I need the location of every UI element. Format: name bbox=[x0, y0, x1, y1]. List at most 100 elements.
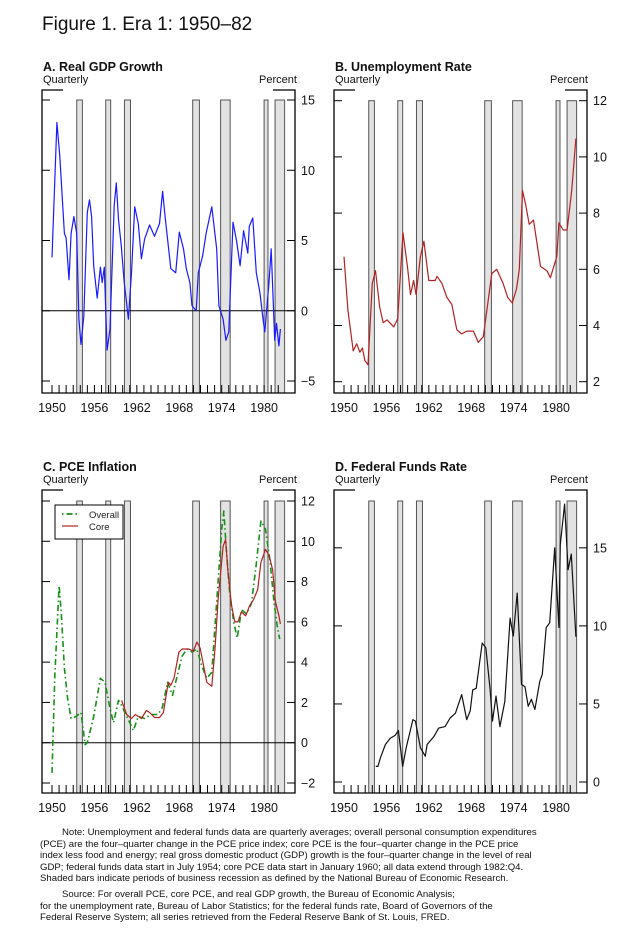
legend-label-overall: Overall bbox=[89, 510, 119, 521]
recession-bar bbox=[105, 500, 112, 794]
recession-bar bbox=[263, 99, 269, 394]
series-line-real-gdp-growth bbox=[51, 121, 281, 351]
x-tick-label: 1974 bbox=[208, 401, 236, 415]
x-tick-label: 1962 bbox=[415, 801, 443, 815]
x-tick-label: 1956 bbox=[373, 801, 401, 815]
y-tick-label: 0 bbox=[301, 736, 308, 750]
x-tick-label: 1950 bbox=[38, 801, 66, 815]
y-tick-label: 0 bbox=[593, 776, 600, 790]
y-tick-label: 8 bbox=[593, 207, 600, 221]
panel-c-frequency: Quarterly bbox=[43, 474, 89, 486]
recession-bar bbox=[274, 99, 286, 394]
recession-bar bbox=[76, 500, 83, 794]
y-tick-label: −5 bbox=[301, 375, 315, 389]
y-tick-label: 12 bbox=[301, 495, 315, 509]
recession-bar bbox=[555, 500, 561, 794]
y-tick-label: 15 bbox=[301, 94, 315, 108]
recession-bar bbox=[484, 100, 492, 394]
recession-bar bbox=[123, 500, 131, 794]
recession-bar bbox=[274, 500, 286, 794]
y-tick-label: 8 bbox=[301, 575, 308, 589]
panel-a-frame bbox=[41, 89, 296, 394]
y-tick-label: 10 bbox=[301, 164, 315, 178]
y-tick-label: 12 bbox=[593, 94, 607, 108]
recession-bar bbox=[566, 500, 578, 794]
y-tick-label: −2 bbox=[301, 777, 315, 791]
panel-a-frequency: Quarterly bbox=[43, 74, 89, 86]
legend-box bbox=[54, 504, 124, 540]
y-tick-label: 10 bbox=[301, 535, 315, 549]
panel-d-frame bbox=[333, 489, 588, 794]
y-tick-label: 4 bbox=[593, 319, 600, 333]
y-tick-label: 2 bbox=[593, 375, 600, 389]
note-text: Note: Unemployment and federal funds dat… bbox=[40, 827, 537, 924]
x-tick-label: 1974 bbox=[500, 401, 528, 415]
panel-c-title: C. PCE Inflation bbox=[43, 460, 137, 474]
series-line-federal-funds-rate bbox=[375, 503, 577, 767]
x-tick-label: 1974 bbox=[208, 801, 236, 815]
note-line: Shaded bars indicate periods of business… bbox=[40, 873, 509, 885]
y-tick-label: 10 bbox=[593, 619, 607, 633]
note-line: GDP; federal funds data start in July 19… bbox=[40, 861, 524, 873]
recession-bar bbox=[192, 500, 200, 794]
source-line: Source: For overall PCE, core PCE, and r… bbox=[62, 888, 455, 900]
y-tick-label: 4 bbox=[301, 656, 308, 670]
x-tick-label: 1980 bbox=[250, 401, 278, 415]
panel-d-unit: Percent bbox=[550, 474, 588, 486]
panel-c-unit: Percent bbox=[259, 474, 297, 486]
panel-b-frame bbox=[333, 89, 588, 394]
x-tick-label: 1968 bbox=[165, 401, 193, 415]
y-tick-label: 2 bbox=[301, 696, 308, 710]
source-line: for the unemployment rate, Bureau of Lab… bbox=[40, 900, 493, 912]
y-tick-label: 6 bbox=[301, 615, 308, 629]
x-tick-label: 1956 bbox=[373, 401, 401, 415]
x-tick-label: 1950 bbox=[330, 401, 358, 415]
recession-bar bbox=[368, 500, 375, 794]
panel-a-unit: Percent bbox=[259, 74, 297, 86]
x-tick-label: 1968 bbox=[165, 801, 193, 815]
panel-c-frame bbox=[41, 489, 296, 794]
note-line: index less food and energy; real gross d… bbox=[40, 850, 532, 862]
x-tick-label: 1968 bbox=[457, 401, 485, 415]
figure-title: Figure 1. Era 1: 1950–82 bbox=[42, 14, 253, 35]
recession-bar bbox=[220, 99, 231, 394]
panel-b-title: B. Unemployment Rate bbox=[335, 60, 472, 74]
x-tick-label: 1968 bbox=[457, 801, 485, 815]
y-tick-label: 15 bbox=[593, 541, 607, 555]
source-line: Federal Reserve System; all series retri… bbox=[40, 912, 450, 924]
x-tick-label: 1962 bbox=[123, 801, 151, 815]
panel-d-title: D. Federal Funds Rate bbox=[335, 460, 467, 474]
x-tick-label: 1956 bbox=[81, 401, 109, 415]
x-tick-label: 1962 bbox=[123, 401, 151, 415]
series-line-unemployment-rate bbox=[343, 138, 577, 366]
x-tick-label: 1980 bbox=[250, 801, 278, 815]
recession-bar bbox=[555, 100, 561, 394]
panel-d-frequency: Quarterly bbox=[335, 474, 381, 486]
recession-bar bbox=[368, 100, 375, 394]
series-line-overall bbox=[51, 510, 281, 773]
panel-b-frequency: Quarterly bbox=[335, 74, 381, 86]
note-line: Note: Unemployment and federal funds dat… bbox=[62, 827, 537, 838]
y-tick-label: 5 bbox=[593, 697, 600, 711]
x-tick-label: 1950 bbox=[330, 801, 358, 815]
recession-bar bbox=[220, 500, 231, 794]
series-line-core bbox=[121, 538, 281, 720]
x-tick-label: 1962 bbox=[415, 401, 443, 415]
x-tick-label: 1980 bbox=[542, 801, 570, 815]
x-tick-label: 1956 bbox=[81, 801, 109, 815]
recession-bar bbox=[415, 100, 423, 394]
recession-bar bbox=[192, 99, 200, 394]
recession-bar bbox=[123, 99, 131, 394]
y-tick-label: 5 bbox=[301, 234, 308, 248]
y-tick-label: 10 bbox=[593, 150, 607, 164]
panel-b-unit: Percent bbox=[550, 74, 588, 86]
x-tick-label: 1974 bbox=[500, 801, 528, 815]
x-tick-label: 1980 bbox=[542, 401, 570, 415]
recession-bar bbox=[512, 500, 523, 794]
note-line: (PCE) are the four–quarter change in the… bbox=[40, 838, 519, 850]
panel-a-title: A. Real GDP Growth bbox=[43, 60, 163, 74]
y-tick-label: 6 bbox=[593, 263, 600, 277]
x-tick-label: 1950 bbox=[38, 401, 66, 415]
y-tick-label: 0 bbox=[301, 304, 308, 318]
